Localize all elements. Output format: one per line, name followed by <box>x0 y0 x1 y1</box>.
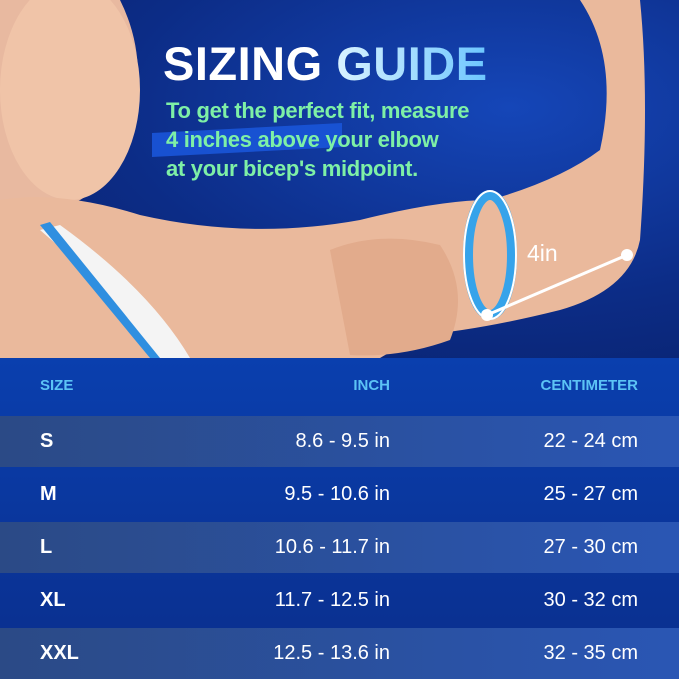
cell-cm: 30 - 32 cm <box>543 589 638 611</box>
cell-inch: 9.5 - 10.6 in <box>284 483 390 505</box>
table-row: M 9.5 - 10.6 in 25 - 27 cm <box>0 469 679 520</box>
col-size: SIZE <box>40 376 74 394</box>
size-table: SIZE INCH CENTIMETER S 8.6 - 9.5 in 22 -… <box>0 358 679 679</box>
subtitle-line: 4 inches above your elbow <box>166 127 439 152</box>
table-row: L 10.6 - 11.7 in 27 - 30 cm <box>0 522 679 573</box>
cell-inch: 10.6 - 11.7 in <box>274 536 390 558</box>
cell-cm: 25 - 27 cm <box>543 483 638 505</box>
cell-inch: 12.5 - 13.6 in <box>273 642 390 664</box>
subtitle-line: at your bicep's midpoint. <box>166 156 418 181</box>
title-word-2: GUIDE <box>336 37 488 90</box>
page-title: SIZING GUIDE <box>163 36 488 91</box>
cell-size: S <box>40 430 54 452</box>
title-word-1: SIZING <box>163 37 323 90</box>
subtitle-line: To get the perfect fit, measure <box>166 98 470 123</box>
cell-inch: 8.6 - 9.5 in <box>295 430 390 452</box>
cell-cm: 22 - 24 cm <box>543 430 638 452</box>
table-row: S 8.6 - 9.5 in 22 - 24 cm <box>0 416 679 467</box>
measure-label: 4in <box>527 240 558 266</box>
woman-measuring-arm-illustration <box>0 0 645 358</box>
cell-inch: 11.7 - 12.5 in <box>274 589 390 611</box>
table-header: SIZE INCH CENTIMETER <box>0 358 679 412</box>
cell-size: XXL <box>40 642 79 664</box>
cell-size: M <box>40 483 57 505</box>
cell-size: L <box>40 536 53 558</box>
cell-cm: 32 - 35 cm <box>543 642 638 664</box>
table-row: XL 11.7 - 12.5 in 30 - 32 cm <box>0 575 679 626</box>
cell-cm: 27 - 30 cm <box>543 536 638 558</box>
col-cm: CENTIMETER <box>540 376 639 394</box>
hero-photo: SIZING GUIDE To get the perfect fit, mea… <box>0 0 679 358</box>
subtitle: To get the perfect fit, measure 4 inches… <box>166 96 470 183</box>
cell-size: XL <box>40 589 66 611</box>
table-row: XXL 12.5 - 13.6 in 32 - 35 cm <box>0 628 679 679</box>
col-inch: INCH <box>353 376 390 394</box>
